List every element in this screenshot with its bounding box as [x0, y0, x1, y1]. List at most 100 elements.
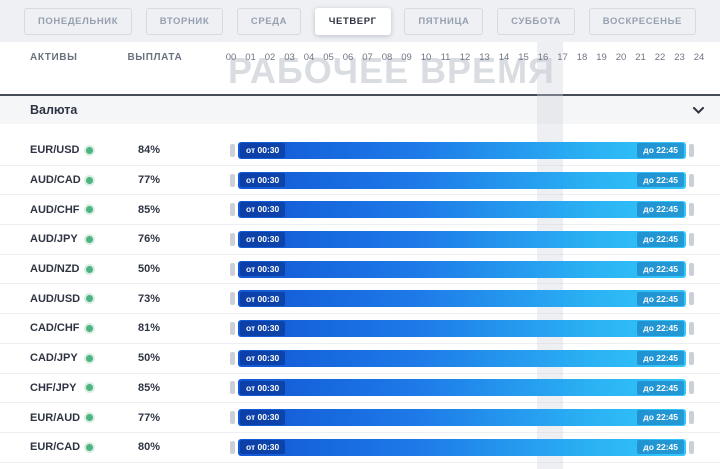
slider-handle-right[interactable]	[689, 232, 694, 246]
time-range-slider[interactable]: от 00:30 до 22:45	[230, 379, 694, 397]
time-from-label: от 00:30	[240, 410, 286, 425]
time-to-label: до 22:45	[637, 143, 684, 158]
slider-handle-right[interactable]	[689, 292, 694, 306]
status-dot-icon	[86, 176, 93, 184]
asset-row: CHF/JPY 85% от 00:30 до 22:45	[0, 374, 720, 404]
time-range-slider[interactable]: от 00:30 до 22:45	[230, 171, 694, 189]
time-from-label: от 00:30	[240, 261, 286, 277]
hour-label: 10	[420, 52, 432, 63]
time-to-label: до 22:45	[637, 350, 684, 366]
payout-value: 84%	[137, 144, 161, 157]
hour-label: 03	[284, 52, 295, 63]
slider-handle-left[interactable]	[230, 351, 235, 365]
time-range-slider[interactable]: от 00:30 до 22:45	[230, 290, 694, 308]
time-range-bar[interactable]: от 00:30 до 22:45	[238, 319, 686, 337]
time-range-slider[interactable]: от 00:30 до 22:45	[230, 260, 694, 278]
slider-handle-right[interactable]	[689, 262, 694, 276]
slider-handle-right[interactable]	[689, 143, 694, 157]
slider-handle-right[interactable]	[689, 321, 694, 335]
slider-handle-left[interactable]	[230, 381, 235, 395]
slider-handle-left[interactable]	[230, 173, 235, 187]
hour-label: 18	[576, 52, 588, 63]
slider-handle-right[interactable]	[689, 203, 694, 217]
time-to-label: до 22:45	[637, 232, 684, 247]
slider-handle-right[interactable]	[689, 411, 694, 425]
payout-value: 80%	[137, 441, 161, 454]
slider-handle-right[interactable]	[689, 381, 694, 395]
time-to-label: до 22:45	[637, 410, 684, 425]
time-range-bar[interactable]: от 00:30 до 22:45	[238, 201, 686, 219]
time-range-bar[interactable]: от 00:30 до 22:45	[238, 409, 686, 427]
time-from-label: от 00:30	[240, 291, 286, 307]
chevron-down-icon[interactable]	[693, 106, 704, 114]
time-to-label: до 22:45	[637, 439, 684, 455]
time-range-slider[interactable]: от 00:30 до 22:45	[230, 141, 694, 159]
slider-handle-right[interactable]	[689, 351, 694, 365]
hour-label: 06	[342, 52, 354, 63]
time-range-bar[interactable]: от 00:30 до 22:45	[238, 290, 686, 308]
time-range-slider[interactable]: от 00:30 до 22:45	[230, 201, 694, 219]
payout-value: 77%	[137, 174, 161, 187]
day-tab-3[interactable]: ЧЕТВЕРГ	[314, 7, 391, 35]
asset-pair-label: EUR/USD	[30, 144, 80, 157]
day-tab-4[interactable]: ПЯТНИЦА	[404, 7, 484, 35]
asset-rows: EUR/USD 84% от 00:30 до 22:45 AUD/CAD 77% от 0…	[0, 124, 720, 463]
time-to-label: до 22:45	[637, 202, 684, 217]
time-range-bar[interactable]: от 00:30 до 22:45	[238, 141, 686, 159]
time-range-bar[interactable]: от 00:30 до 22:45	[238, 171, 686, 189]
section-header-currency[interactable]: Валюта	[0, 94, 720, 124]
day-tab-5[interactable]: СУББОТА	[497, 7, 576, 35]
hour-label: 07	[362, 52, 373, 63]
asset-row: EUR/USD 84% от 00:30 до 22:45	[0, 136, 720, 166]
time-range-slider[interactable]: от 00:30 до 22:45	[230, 230, 694, 248]
time-range-slider[interactable]: от 00:30 до 22:45	[230, 438, 694, 456]
time-to-label: до 22:45	[637, 380, 684, 396]
time-to-label: до 22:45	[637, 261, 684, 277]
payout-value: 81%	[137, 322, 161, 335]
table-header: АКТИВЫ ВЫПЛАТА 00 01 02 03 04 05 06 07 08 09 10 11 1…	[0, 42, 720, 73]
slider-handle-left[interactable]	[230, 321, 235, 335]
section-title: Валюта	[30, 103, 78, 117]
hour-label: 17	[557, 52, 568, 63]
time-range-bar[interactable]: от 00:30 до 22:45	[238, 438, 686, 456]
day-tab-6[interactable]: ВОСКРЕСЕНЬЕ	[588, 7, 696, 35]
day-tab-2[interactable]: СРЕДА	[236, 7, 302, 35]
payout-value: 50%	[137, 263, 161, 276]
asset-row: AUD/CAD 77% от 00:30 до 22:45	[0, 166, 720, 196]
time-range-bar[interactable]: от 00:30 до 22:45	[238, 349, 686, 367]
payout-value: 50%	[137, 352, 161, 365]
hour-label: 00	[225, 52, 237, 63]
asset-pair-label: CAD/CHF	[30, 322, 80, 335]
slider-handle-left[interactable]	[230, 262, 235, 276]
hour-label: 13	[479, 52, 490, 63]
asset-pair-label: AUD/CHF	[30, 203, 80, 216]
asset-row: AUD/CHF 85% от 00:30 до 22:45	[0, 195, 720, 226]
slider-handle-left[interactable]	[230, 440, 235, 454]
time-range-slider[interactable]: от 00:30 до 22:45	[230, 319, 694, 337]
hour-label: 22	[654, 52, 666, 63]
time-range-slider[interactable]: от 00:30 до 22:45	[230, 409, 694, 427]
status-dot-icon	[86, 384, 93, 392]
time-range-slider[interactable]: от 00:30 до 22:45	[230, 349, 694, 367]
payout-value: 77%	[137, 411, 161, 424]
day-tab-1[interactable]: ВТОРНИК	[145, 7, 224, 35]
asset-pair-label: AUD/NZD	[30, 263, 80, 276]
time-range-bar[interactable]: от 00:30 до 22:45	[238, 379, 686, 397]
slider-handle-right[interactable]	[689, 440, 694, 454]
slider-handle-right[interactable]	[689, 173, 694, 187]
time-range-bar[interactable]: от 00:30 до 22:45	[238, 230, 686, 248]
slider-handle-left[interactable]	[230, 232, 235, 246]
asset-pair-label: CAD/JPY	[30, 352, 78, 365]
time-range-bar[interactable]: от 00:30 до 22:45	[238, 260, 686, 278]
hour-label: 19	[596, 52, 607, 63]
hour-label: 15	[518, 52, 529, 63]
slider-handle-left[interactable]	[230, 143, 235, 157]
slider-handle-left[interactable]	[230, 292, 235, 306]
hour-label: 02	[264, 52, 276, 63]
hour-label: 14	[498, 52, 510, 63]
slider-handle-left[interactable]	[230, 203, 235, 217]
hour-label: 20	[615, 52, 627, 63]
slider-handle-left[interactable]	[230, 411, 235, 425]
day-tab-0[interactable]: ПОНЕДЕЛЬНИК	[24, 7, 133, 35]
